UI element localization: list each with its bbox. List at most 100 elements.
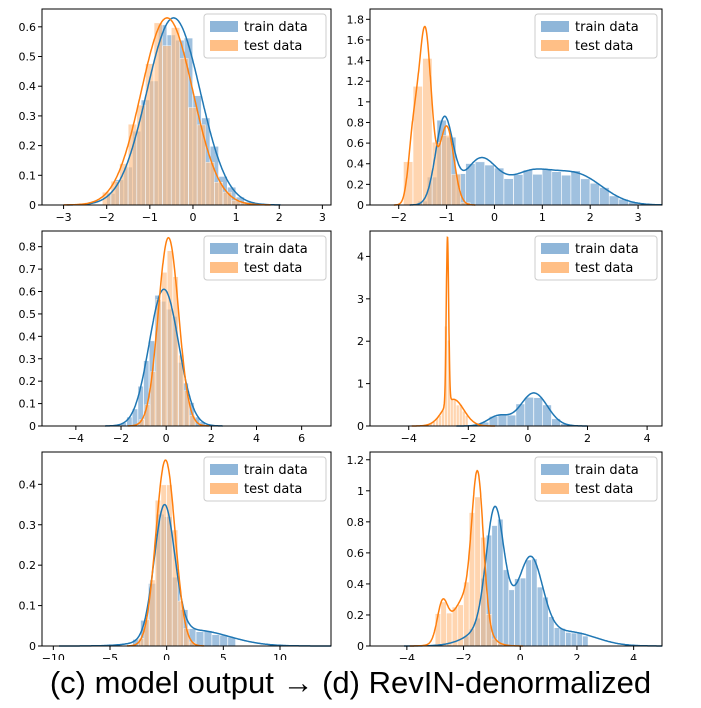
hist-bar [513,174,524,206]
legend-label: train data [575,20,639,35]
x-tick-label: −1 [438,211,454,224]
hist-bar [203,630,212,647]
hist-bar [508,589,515,647]
x-tick-label: −2 [113,432,129,445]
hist-bar [432,141,442,206]
panel-middle-right: −4 −2 0 2 4 0 1 2 3 4 train data test data [357,230,663,445]
y-tick-label: 0.3 [19,353,37,366]
hist-bar [580,178,591,206]
hist-bar [525,559,532,647]
legend-swatch-test [210,483,238,494]
x-tick-label: 2 [208,432,215,445]
x-tick-label: 2 [276,211,283,224]
kde-line [393,25,476,206]
axes-frame [369,230,663,427]
y-tick-label: 0 [29,420,36,433]
legend-label: test data [575,261,633,276]
legend-swatch-train [541,21,569,32]
hist-bar [515,403,525,427]
x-tick-label: 0 [517,652,524,660]
axes-frame [41,451,332,647]
y-tick-label: 0 [357,199,364,212]
legend-label: train data [244,242,308,257]
legend-swatch-train [541,243,569,254]
y-tick-label: 4 [357,250,364,263]
axes-frame [369,451,663,647]
y-tick-label: 0.4 [19,478,37,491]
legend-label: train data [575,242,639,257]
panel-bottom-left: −10 −5 0 5 10 0 0.1 0.2 0.3 0.4 train data test dat… [19,451,332,660]
kde-line [63,17,271,206]
hist-bar [570,170,581,206]
hist-bar [162,45,172,206]
hist-bar [136,104,146,206]
hist-bar [514,578,521,647]
hist-bar [506,415,516,427]
x-tick-label: −4 [399,652,415,660]
y-tick-label: 0.4 [347,158,365,171]
y-tick-label: 2 [357,335,364,348]
hist-bar [532,174,543,206]
legend-swatch-test [210,262,238,273]
x-tick-label: 0 [163,432,170,445]
hist-bar [503,178,514,206]
hist-bar [491,525,498,647]
y-tick-label: 1 [357,485,364,498]
x-tick-label: −3 [55,211,71,224]
legend-label: test data [244,261,302,276]
legend-swatch-test [541,40,569,51]
hist-bar [195,631,204,647]
x-tick-label: 3 [635,211,642,224]
legend-label: test data [244,39,302,54]
x-tick-label: 5 [220,652,227,660]
kde-line [409,469,524,647]
y-tick-label: 0.6 [347,547,365,560]
x-tick-label: 0 [163,652,170,660]
hist-bar [171,27,180,206]
y-tick-label: 0.4 [19,80,37,93]
hist-bar [446,612,453,647]
kde-line [127,236,210,427]
legend-label: test data [575,482,633,497]
y-tick-label: 0.1 [19,398,37,411]
hist-bar [145,63,155,206]
hist-bar [497,414,507,427]
hist-bar [576,632,583,647]
x-tick-label: 1 [539,211,546,224]
y-tick-label: 0.2 [19,375,37,388]
x-tick-label: −4 [68,432,84,445]
hist-bar [211,634,220,647]
hist-bar [450,399,454,427]
x-tick-label: 4 [253,432,260,445]
hist-bar [219,635,228,647]
hist-bar [441,135,452,206]
axes-frame [369,8,663,206]
x-tick-label: 10 [273,652,287,660]
x-tick-label: −2 [391,211,407,224]
y-tick-label: 1.6 [347,34,365,47]
y-tick-label: 0.4 [19,330,37,343]
hist-bar [475,161,485,206]
x-tick-label: −10 [42,652,65,660]
hist-bar [561,175,572,206]
hist-bar [494,167,505,206]
hist-bar [143,619,150,647]
panel-top-right: −2 −1 0 1 2 3 0 0.2 0.4 0.6 0.8 1 1.2 1.4 1.6 1.8 train … [347,8,663,224]
panel-top-left: −3 −2 −1 0 1 2 3 0 0.1 0.2 0.3 0.4 0.5 0.6 train data t… [19,8,332,224]
hist-bar [465,163,476,206]
y-tick-label: 1.2 [347,454,365,467]
x-tick-label: −2 [455,652,471,660]
y-tick-label: 0 [29,640,36,653]
hist-bar [189,415,196,427]
y-tick-label: 0.3 [19,519,37,532]
legend-swatch-train [210,21,238,32]
hist-bar [531,558,538,647]
x-tick-label: −4 [401,432,417,445]
hist-bar [559,628,566,647]
y-tick-label: 0.6 [19,21,37,34]
legend-label: train data [244,463,308,478]
y-tick-label: 0.8 [347,516,365,529]
hist-bar [484,164,495,206]
figure-grid: −3 −2 −1 0 1 2 300.10.20.30.40.50.6 train datat… [19,8,663,660]
legend-swatch-train [210,243,238,254]
